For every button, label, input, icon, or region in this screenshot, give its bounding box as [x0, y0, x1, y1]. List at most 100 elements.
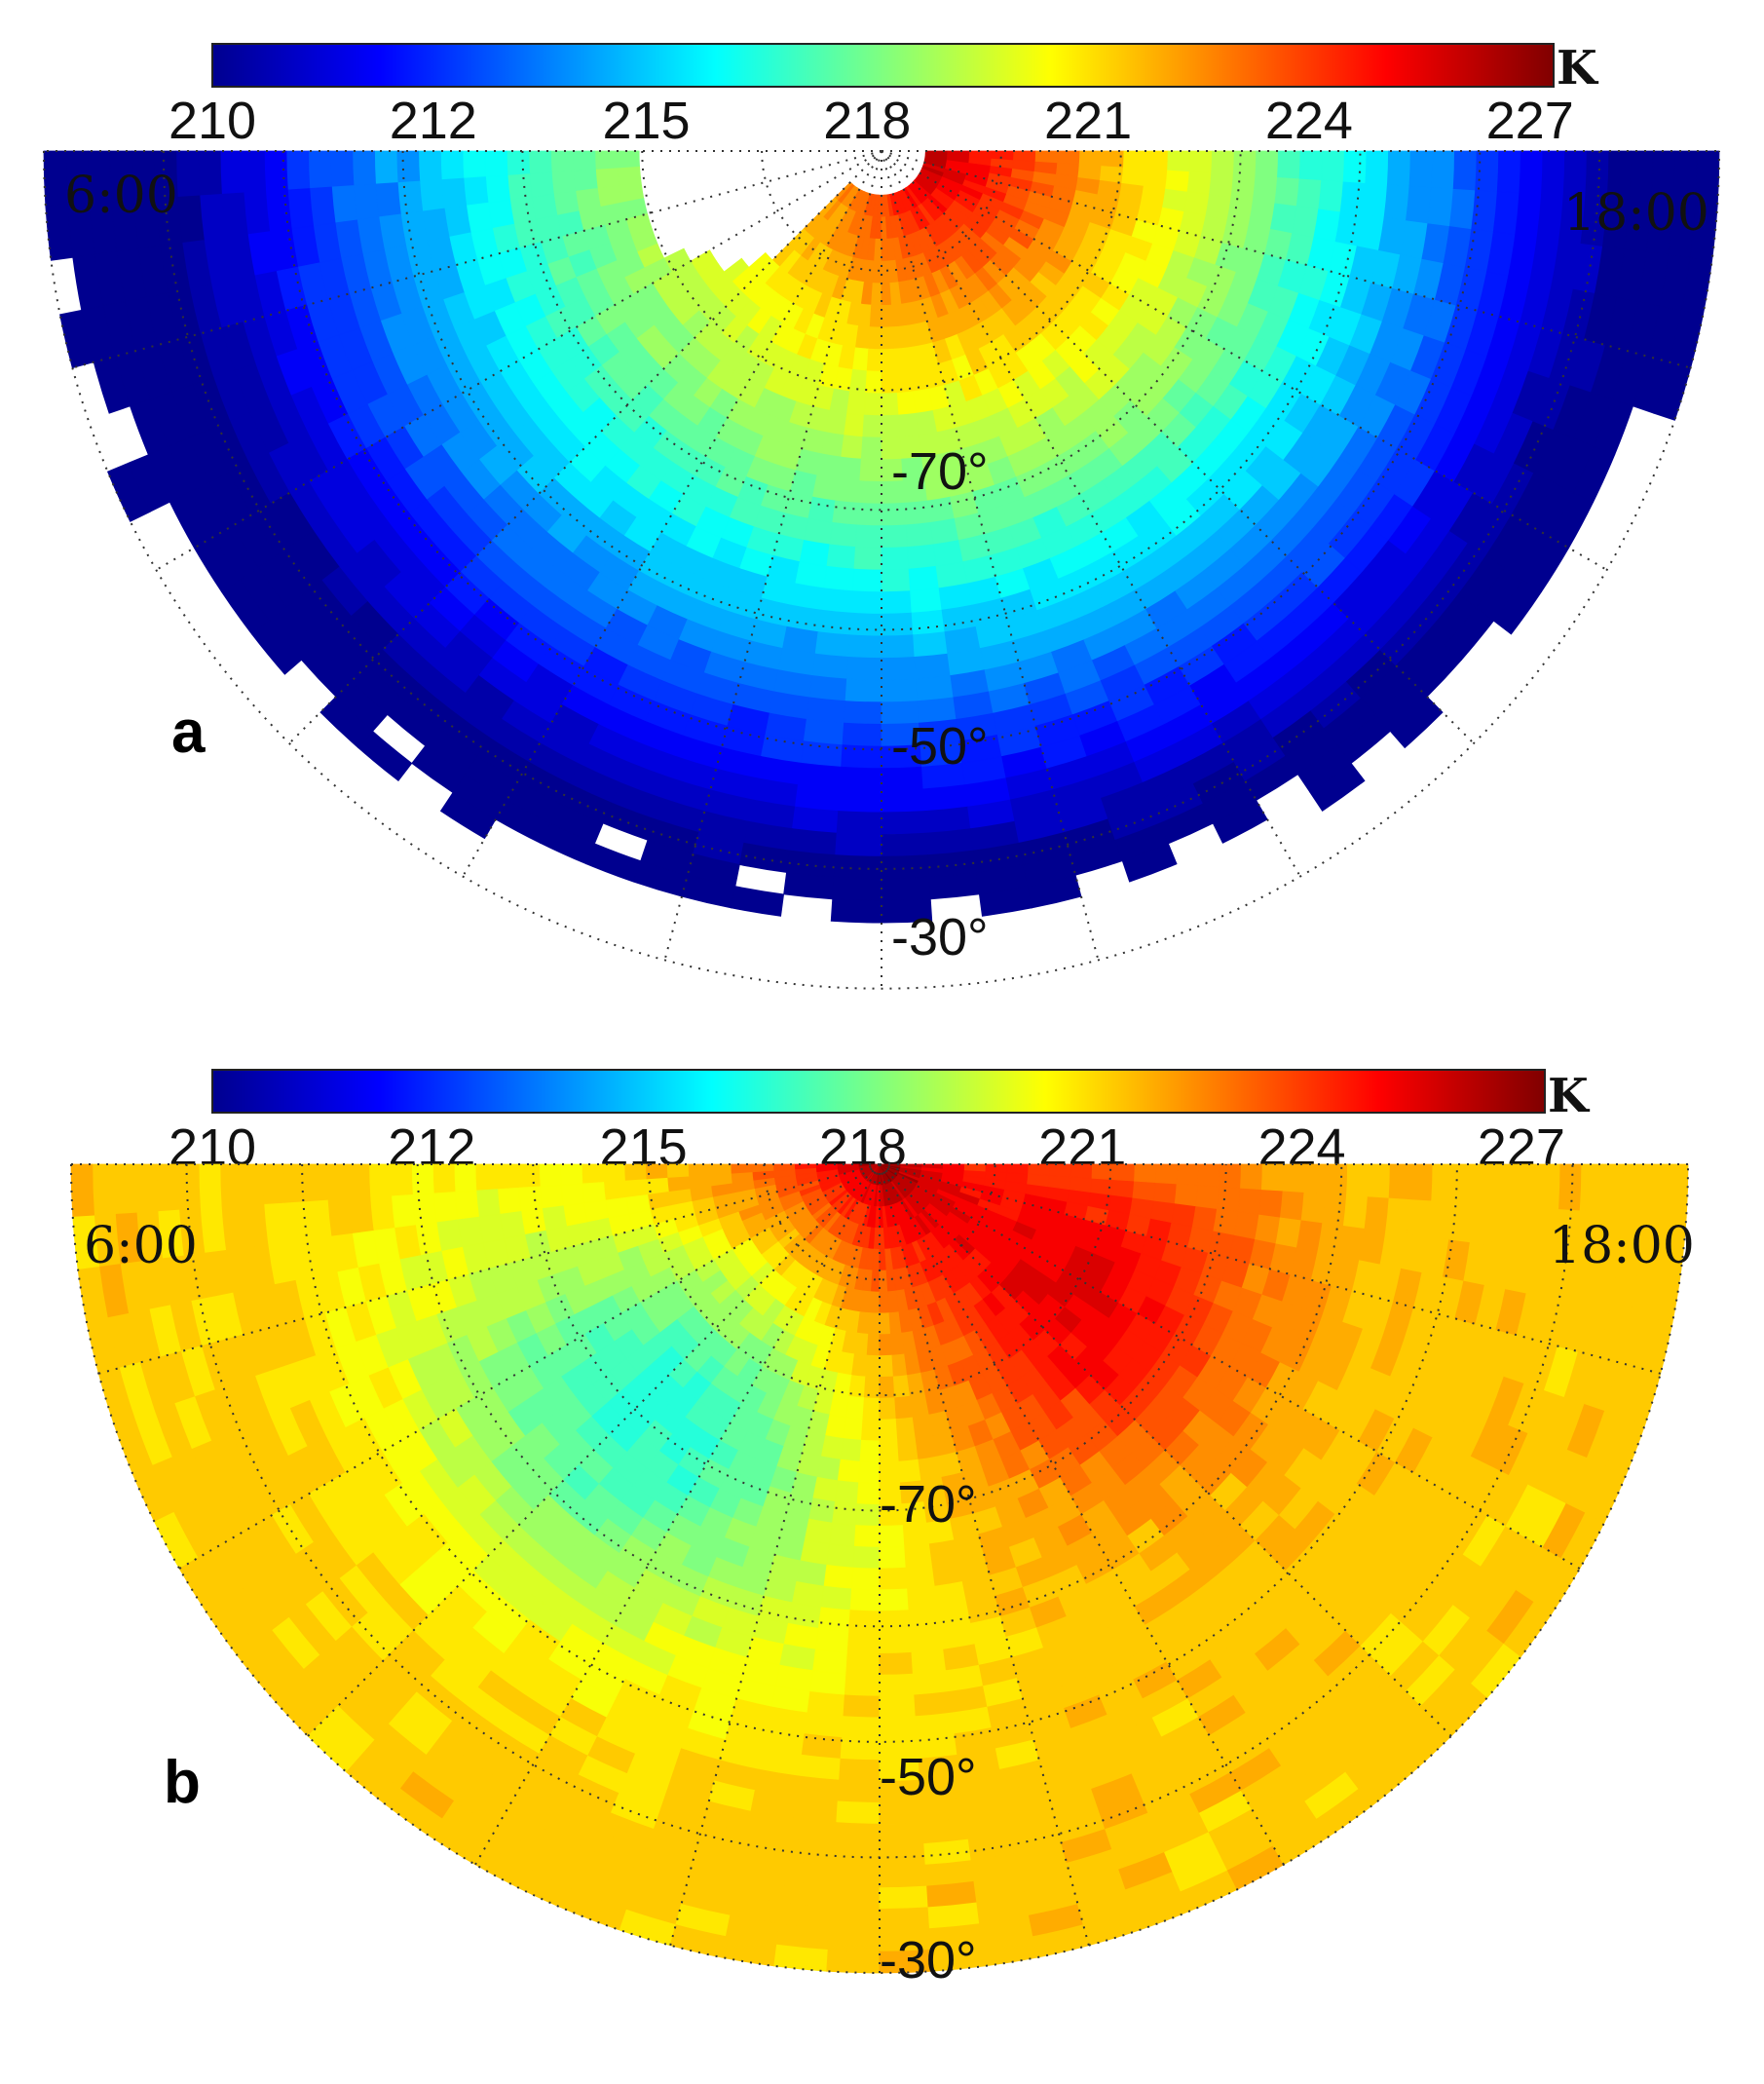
heatmap-cell — [859, 1439, 881, 1463]
heatmap-cell — [1452, 150, 1478, 191]
heatmap-cell — [837, 1459, 861, 1484]
heatmap-cell — [243, 190, 271, 236]
heatmap-cell — [1282, 1163, 1306, 1194]
heatmap-cell — [846, 656, 882, 681]
heatmap-cell — [904, 500, 931, 526]
heatmap-cell — [1342, 1194, 1369, 1230]
heatmap-cell — [1471, 189, 1498, 233]
heatmap-cell — [1537, 1163, 1561, 1210]
heatmap-cell — [808, 1497, 836, 1524]
heatmap-cell — [306, 1199, 332, 1240]
heatmap-cell — [843, 1694, 881, 1719]
heatmap-cell — [368, 1163, 393, 1198]
heatmap-cell — [1560, 1511, 1605, 1570]
heatmap-cell — [1188, 150, 1213, 173]
heatmap-cell — [499, 1211, 526, 1240]
heatmap-cell — [1496, 150, 1521, 194]
heatmap-cell — [1494, 1163, 1519, 1207]
heatmap-cell — [862, 414, 882, 438]
heatmap-cell — [1159, 803, 1214, 845]
heatmap-cell — [827, 1928, 881, 1952]
heatmap-cell — [221, 579, 271, 635]
heatmap-cell — [862, 1397, 881, 1421]
heatmap-cell — [616, 150, 641, 170]
latitude-circle — [281, 150, 1482, 751]
heatmap-cell — [879, 1588, 910, 1612]
meridian-line — [879, 1163, 1285, 1866]
heatmap-cell — [391, 1194, 417, 1230]
heatmap-cell — [221, 192, 248, 239]
heatmap-cell — [879, 1694, 917, 1719]
heatmap-cell — [325, 1163, 350, 1201]
heatmap-cell — [1217, 1186, 1241, 1212]
heatmap-cell — [881, 788, 925, 814]
heatmap-cell — [721, 1936, 777, 1967]
heatmap-cell — [1410, 644, 1463, 698]
heatmap-cell — [1367, 1163, 1391, 1198]
heatmap-cell — [439, 150, 465, 181]
heatmap-cell — [826, 544, 856, 570]
heatmap-cell — [907, 544, 937, 570]
heatmap-cell — [1431, 150, 1455, 189]
heatmap-cell — [178, 1557, 226, 1614]
heatmap-cell — [879, 1333, 893, 1357]
heatmap-cell — [93, 356, 131, 414]
heatmap-cell — [263, 150, 288, 192]
heatmap-cell — [844, 678, 882, 703]
heatmap-cell — [881, 876, 931, 901]
colorbar-a-unit: K — [1557, 41, 1599, 95]
heatmap-cell — [539, 1163, 562, 1188]
heatmap-cell — [1233, 1211, 1260, 1240]
heatmap-cell — [529, 171, 554, 198]
heatmap-cell — [841, 1716, 881, 1740]
heatmap-cell — [794, 784, 841, 812]
heatmap-cell — [1143, 168, 1169, 189]
heatmap-cell — [909, 1627, 945, 1653]
heatmap-cell — [594, 168, 620, 189]
heatmap-cell — [1303, 1163, 1328, 1194]
heatmap-cell — [1448, 1201, 1475, 1243]
heatmap-cell — [1174, 1183, 1199, 1207]
heatmap-cell — [833, 1843, 881, 1868]
heatmap-cell — [814, 1627, 850, 1653]
heatmap-cell — [520, 1208, 546, 1235]
heatmap-cell — [1448, 188, 1477, 230]
heatmap-cell — [869, 304, 882, 328]
heatmap-cell — [70, 1163, 95, 1218]
heatmap-cell — [1132, 1180, 1156, 1201]
heatmap-cell — [1162, 187, 1188, 212]
colorbar-a-gradient — [211, 43, 1555, 88]
heatmap-cell — [581, 1163, 605, 1185]
heatmap-cell — [1431, 1163, 1455, 1203]
heatmap-cell — [856, 1482, 881, 1505]
panel-a: K 210 212 215 218 221 224 227 6:00 18:00 -70° … — [43, 41, 1720, 990]
heatmap-cell — [804, 1518, 833, 1545]
heatmap-cell — [1298, 150, 1324, 181]
heatmap-cell — [809, 1670, 847, 1696]
colorbar-tick-label: 215 — [602, 92, 690, 150]
heatmap-cell — [1365, 150, 1389, 185]
heatmap-cell — [871, 283, 882, 306]
heatmap-cell — [176, 1163, 201, 1211]
heatmap-cell — [1121, 166, 1146, 186]
polar-grid-b — [70, 1163, 1689, 1974]
heatmap-cell — [801, 1733, 843, 1760]
heatmap-cell — [842, 722, 882, 747]
heatmap-cell — [832, 876, 882, 901]
heatmap-cell — [851, 568, 882, 593]
heatmap-cell — [879, 1907, 930, 1931]
heatmap-cell — [1558, 1163, 1583, 1211]
heatmap-cell — [347, 1163, 371, 1200]
heatmap-cell — [803, 718, 844, 746]
heatmap-cell — [963, 1163, 987, 1172]
heatmap-cell — [928, 872, 980, 900]
heatmap-cell — [835, 832, 882, 857]
heatmap-cell — [738, 842, 790, 873]
heatmap-cell — [873, 1227, 881, 1250]
heatmap-cell — [1110, 1179, 1135, 1198]
meridian-line — [98, 1163, 881, 1375]
heatmap-cell — [831, 1864, 881, 1889]
heatmap-cell — [348, 1196, 374, 1234]
colorbar-a: K 210 212 215 218 221 224 227 — [169, 41, 1599, 150]
heatmap-cell — [914, 653, 952, 680]
